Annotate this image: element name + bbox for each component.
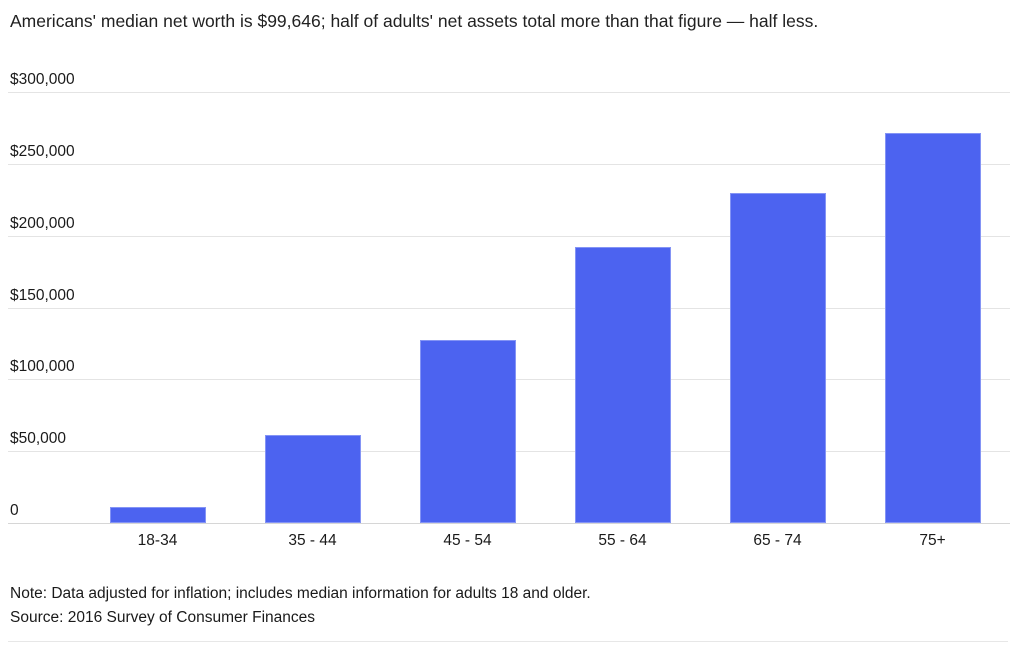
plot-area: $300,000 $250,000 $200,000 $150,000 $100,000… — [8, 71, 1010, 549]
y-tick-label: $200,000 — [10, 214, 75, 232]
y-tick-label: $100,000 — [10, 358, 75, 376]
gridline-250000 — [8, 163, 1010, 165]
x-tick-label: 45 - 54 — [443, 532, 492, 549]
chart-title: Americans' median net worth is $99,646; … — [10, 11, 819, 31]
bar-18-34 — [109, 506, 206, 523]
x-tick-label: 75+ — [919, 532, 946, 549]
x-tick-label: 35 - 44 — [288, 532, 337, 549]
x-tick-label: 65 - 74 — [753, 532, 802, 549]
bar-45-54 — [419, 340, 516, 523]
gridline-300000 — [8, 92, 1010, 93]
y-tick-label: $50,000 — [10, 430, 67, 448]
chart-source: Source: 2016 Survey of Consumer Finances — [10, 609, 315, 626]
footnotes: Note: Data adjusted for inflation; inclu… — [10, 582, 1004, 630]
gridline-0 — [8, 523, 1010, 524]
y-tick-label: 0 — [10, 502, 19, 519]
bar-35-44 — [264, 435, 361, 523]
y-tick-label: $250,000 — [10, 142, 75, 160]
gridline-150000 — [8, 307, 1010, 309]
gridline-200000 — [8, 235, 1010, 237]
bar-65-74 — [729, 193, 826, 523]
y-tick-label: $300,000 — [10, 71, 75, 88]
x-tick-label: 55 - 64 — [598, 532, 647, 549]
bottom-divider — [8, 641, 1008, 642]
y-tick-label: $150,000 — [10, 286, 75, 304]
bar-55-64 — [574, 247, 671, 523]
bar-75+ — [884, 133, 981, 523]
x-tick-label: 18-34 — [137, 532, 178, 549]
chart-note: Note: Data adjusted for inflation; inclu… — [10, 585, 591, 602]
